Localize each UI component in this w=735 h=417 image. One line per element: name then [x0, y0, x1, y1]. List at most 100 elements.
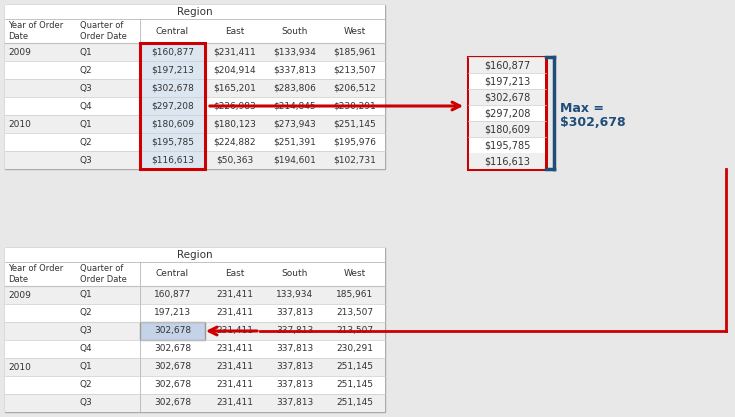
- Text: $283,806: $283,806: [273, 83, 317, 93]
- Text: Q3: Q3: [80, 327, 93, 336]
- Text: $195,976: $195,976: [334, 138, 376, 146]
- Text: Region: Region: [177, 7, 213, 17]
- Bar: [5, 262, 385, 286]
- Text: $197,213: $197,213: [151, 65, 194, 75]
- Text: 337,813: 337,813: [276, 362, 314, 372]
- Text: Q3: Q3: [80, 156, 93, 164]
- Text: South: South: [282, 27, 308, 35]
- Text: $102,731: $102,731: [334, 156, 376, 164]
- Text: 231,411: 231,411: [217, 399, 254, 407]
- Text: 251,145: 251,145: [337, 362, 373, 372]
- Text: 197,213: 197,213: [154, 309, 191, 317]
- Bar: [469, 105, 545, 121]
- Bar: [5, 97, 385, 115]
- Bar: [5, 5, 385, 19]
- Text: Q2: Q2: [80, 309, 93, 317]
- Text: Q3: Q3: [80, 83, 93, 93]
- Text: $197,213: $197,213: [484, 76, 530, 86]
- Bar: [140, 43, 205, 169]
- Bar: [5, 248, 385, 412]
- Text: $231,411: $231,411: [214, 48, 257, 56]
- Text: Year of Order
Date: Year of Order Date: [8, 21, 63, 41]
- Text: East: East: [226, 27, 245, 35]
- Text: West: West: [344, 27, 366, 35]
- Bar: [468, 57, 546, 169]
- Text: $337,813: $337,813: [273, 65, 317, 75]
- Bar: [469, 137, 545, 153]
- Text: Central: Central: [156, 269, 189, 279]
- Text: 251,145: 251,145: [337, 380, 373, 389]
- Bar: [5, 322, 385, 340]
- Text: Q1: Q1: [80, 362, 93, 372]
- Text: Central: Central: [156, 27, 189, 35]
- Text: $230,291: $230,291: [334, 101, 376, 111]
- Bar: [5, 43, 385, 61]
- Bar: [5, 376, 385, 394]
- Text: $297,208: $297,208: [151, 101, 194, 111]
- Text: Year of Order
Date: Year of Order Date: [8, 264, 63, 284]
- Bar: [140, 115, 205, 133]
- Text: 251,145: 251,145: [337, 399, 373, 407]
- Text: $50,363: $50,363: [216, 156, 254, 164]
- Text: Max =: Max =: [560, 101, 604, 115]
- Bar: [140, 97, 205, 115]
- Text: Q4: Q4: [80, 101, 93, 111]
- Bar: [5, 115, 385, 133]
- Text: Q1: Q1: [80, 120, 93, 128]
- Bar: [140, 61, 205, 79]
- Text: $206,512: $206,512: [334, 83, 376, 93]
- Text: $273,943: $273,943: [273, 120, 316, 128]
- Bar: [5, 340, 385, 358]
- Text: 213,507: 213,507: [337, 309, 373, 317]
- Bar: [5, 79, 385, 97]
- Bar: [5, 19, 385, 43]
- Text: $180,609: $180,609: [151, 120, 194, 128]
- Text: 231,411: 231,411: [217, 309, 254, 317]
- Text: Q1: Q1: [80, 291, 93, 299]
- Text: $160,877: $160,877: [151, 48, 194, 56]
- Text: 231,411: 231,411: [217, 362, 254, 372]
- Text: 185,961: 185,961: [337, 291, 373, 299]
- Text: 231,411: 231,411: [217, 380, 254, 389]
- Text: 213,507: 213,507: [337, 327, 373, 336]
- Text: $185,961: $185,961: [334, 48, 376, 56]
- Text: $251,145: $251,145: [334, 120, 376, 128]
- Text: $195,785: $195,785: [484, 140, 530, 150]
- Text: 302,678: 302,678: [154, 362, 191, 372]
- Text: $251,391: $251,391: [273, 138, 317, 146]
- Text: 133,934: 133,934: [276, 291, 314, 299]
- Text: $116,613: $116,613: [484, 156, 530, 166]
- Text: East: East: [226, 269, 245, 279]
- Bar: [5, 133, 385, 151]
- Text: $214,845: $214,845: [273, 101, 316, 111]
- Text: 2010: 2010: [8, 120, 31, 128]
- Bar: [140, 151, 205, 169]
- Text: Q4: Q4: [80, 344, 93, 354]
- Bar: [140, 322, 205, 340]
- Bar: [469, 89, 545, 105]
- Bar: [140, 43, 205, 61]
- Text: $116,613: $116,613: [151, 156, 194, 164]
- Text: 231,411: 231,411: [217, 344, 254, 354]
- Text: Region: Region: [177, 250, 213, 260]
- Bar: [469, 57, 545, 73]
- Text: 337,813: 337,813: [276, 327, 314, 336]
- Text: Quarter of
Order Date: Quarter of Order Date: [80, 21, 127, 41]
- Bar: [469, 73, 545, 89]
- Text: 302,678: 302,678: [154, 399, 191, 407]
- Text: 302,678: 302,678: [154, 380, 191, 389]
- Text: 231,411: 231,411: [217, 291, 254, 299]
- Text: $204,914: $204,914: [214, 65, 257, 75]
- Text: $297,208: $297,208: [484, 108, 530, 118]
- Text: $180,609: $180,609: [484, 124, 530, 134]
- Text: 337,813: 337,813: [276, 344, 314, 354]
- Text: $302,678: $302,678: [560, 116, 625, 128]
- Text: $302,678: $302,678: [484, 92, 530, 102]
- Bar: [5, 394, 385, 412]
- Bar: [5, 358, 385, 376]
- Text: Q3: Q3: [80, 399, 93, 407]
- Text: $226,983: $226,983: [214, 101, 257, 111]
- Text: $195,785: $195,785: [151, 138, 194, 146]
- Text: 337,813: 337,813: [276, 399, 314, 407]
- Bar: [140, 79, 205, 97]
